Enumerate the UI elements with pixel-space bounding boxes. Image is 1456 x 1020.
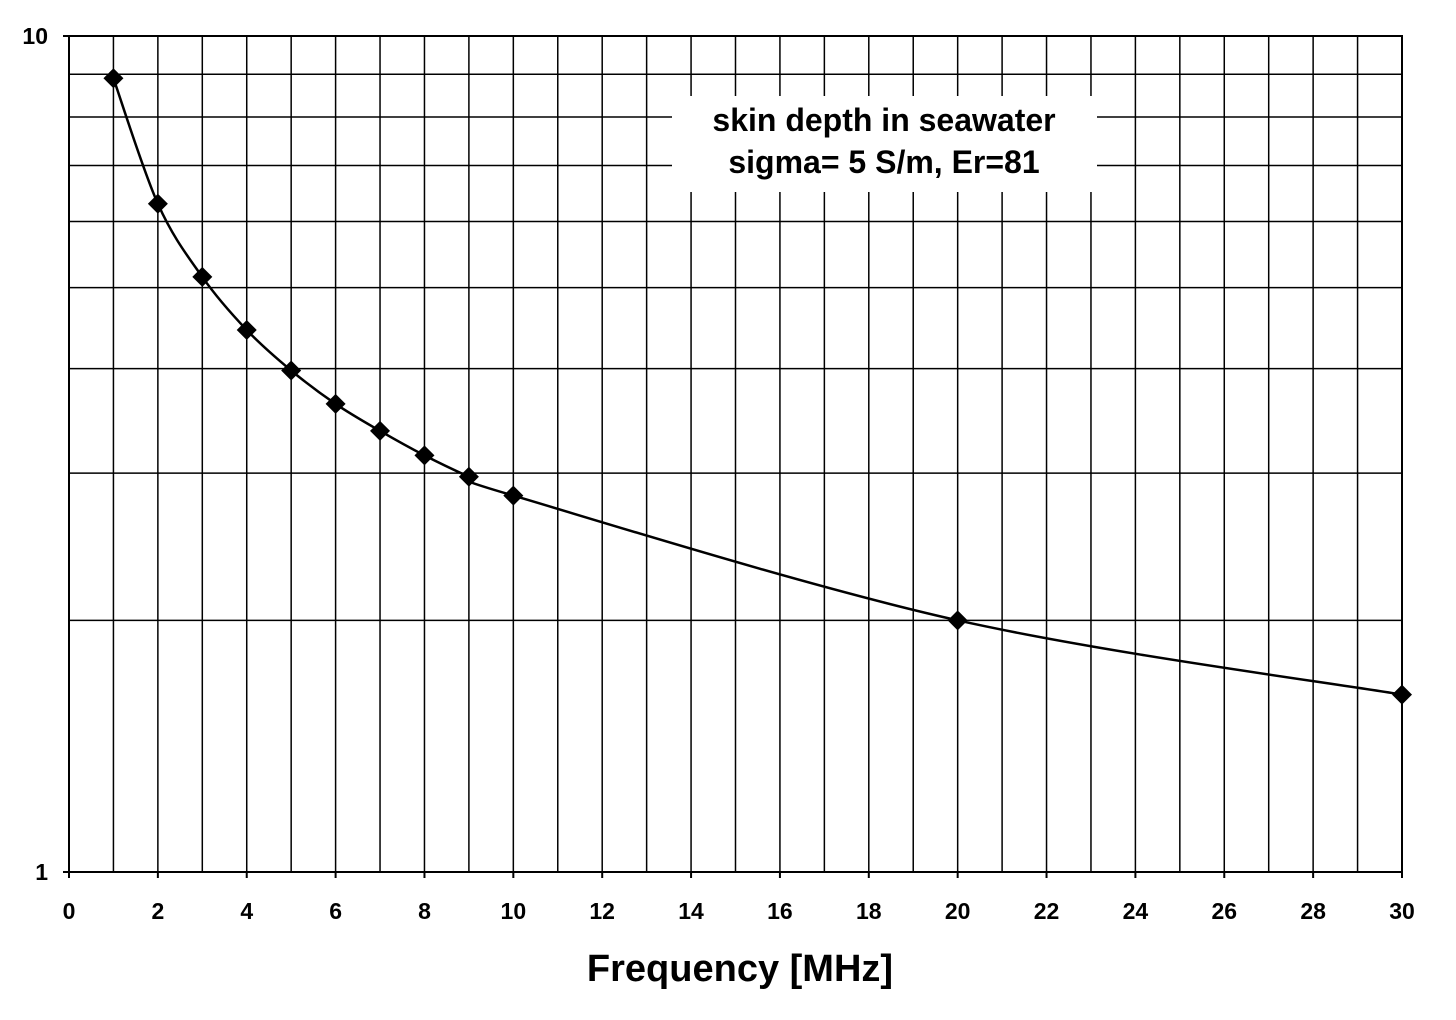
y-tick-label: 10 [22, 23, 48, 49]
x-tick-label: 26 [1211, 898, 1237, 924]
y-tick-label: 1 [35, 859, 48, 885]
x-tick-label: 22 [1034, 898, 1060, 924]
annotation-line-2: sigma= 5 S/m, Er=81 [728, 144, 1039, 180]
data-point-marker [281, 360, 302, 381]
data-point-marker [236, 319, 257, 340]
data-point-marker [147, 193, 168, 214]
data-point-marker [370, 420, 391, 441]
x-tick-label: 24 [1123, 898, 1149, 924]
x-tick-label: 2 [151, 898, 164, 924]
x-tick-label: 28 [1300, 898, 1326, 924]
data-point-marker [458, 466, 479, 487]
data-point-marker [414, 445, 435, 466]
data-point-marker [1392, 684, 1412, 705]
x-tick-label: 10 [501, 898, 527, 924]
annotation-box [672, 96, 1097, 192]
x-tick-label: 20 [945, 898, 971, 924]
x-axis-title: Frequency [MHz] [587, 948, 893, 990]
x-tick-label: 30 [1389, 898, 1415, 924]
x-tick-label: 16 [767, 898, 793, 924]
grid-lines [69, 36, 1402, 872]
plot-area-frame [68, 35, 1403, 873]
x-tick-label: 12 [589, 898, 615, 924]
x-tick-label: 18 [856, 898, 882, 924]
x-tick-label: 4 [240, 898, 253, 924]
data-point-marker [325, 393, 346, 414]
data-point-marker [503, 485, 524, 506]
data-point-marker [947, 610, 968, 631]
x-tick-label: 8 [418, 898, 431, 924]
x-tick-label: 6 [329, 898, 342, 924]
data-point-marker [192, 266, 213, 287]
x-tick-label: 0 [63, 898, 76, 924]
x-tick-label: 14 [678, 898, 704, 924]
data-markers [103, 68, 1412, 705]
annotation-line-1: skin depth in seawater [712, 102, 1055, 138]
data-point-marker [103, 68, 124, 89]
